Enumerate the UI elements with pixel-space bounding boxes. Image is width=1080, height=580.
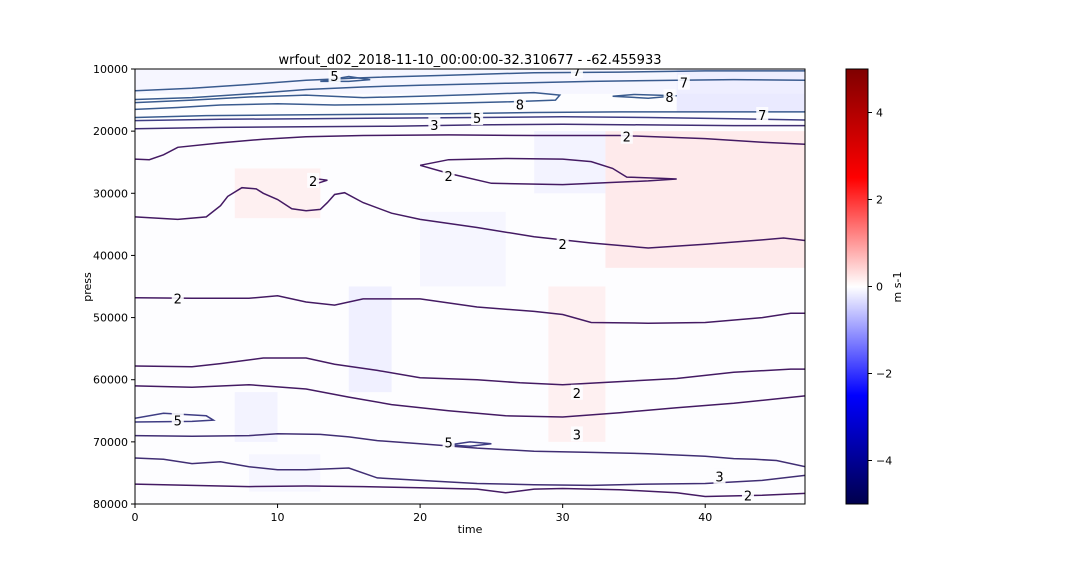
contour-label-12: 2 — [174, 292, 182, 307]
y-tick-label-3: 40000 — [93, 249, 128, 262]
contour-label-bg-4 — [513, 96, 526, 112]
contour-label-bg-15 — [570, 426, 583, 442]
contour-label-bg-1 — [328, 69, 341, 83]
contour-label-bg-6 — [471, 110, 484, 126]
contour-label-18: 2 — [744, 489, 752, 504]
y-tick-label-5: 60000 — [93, 374, 128, 387]
contour-label-0: 7 — [573, 65, 581, 80]
contour-label-bg-16 — [442, 434, 455, 450]
contour-line-1 — [135, 78, 805, 101]
contour-label-bg-7 — [428, 116, 441, 132]
contour-label-16: 5 — [444, 436, 452, 451]
contour-label-5: 7 — [758, 109, 766, 124]
heatmap-layer — [135, 69, 805, 492]
colorbar — [845, 68, 869, 505]
x-tick-label-3: 30 — [556, 511, 570, 524]
y-tick-label-0: 10000 — [93, 63, 128, 76]
contour-label-bg-17 — [713, 468, 726, 484]
contour-line-9 — [419, 157, 677, 186]
contour-line-16 — [135, 433, 805, 468]
contour-label-bg-10 — [307, 172, 320, 188]
x-tick-label-4: 40 — [698, 511, 712, 524]
colorbar-label: m s-1 — [891, 272, 904, 303]
y-tick-label-7: 80000 — [93, 498, 128, 511]
x-axis: 0 10 20 30 40 — [132, 504, 712, 524]
contour-label-bg-2 — [677, 74, 690, 90]
contour-label-2: 7 — [680, 77, 688, 92]
contour-line-11 — [135, 186, 805, 249]
contour-line-14 — [135, 383, 805, 418]
contour-label-bg-3 — [663, 88, 676, 104]
contour-label-3: 8 — [665, 91, 673, 106]
contour-label-7: 3 — [430, 119, 438, 134]
colorbar-tick-label-0: 4 — [876, 107, 883, 120]
heatmap-cell-2 — [548, 286, 606, 442]
contour-label-6: 5 — [473, 112, 481, 127]
plot-frame — [134, 68, 806, 505]
contour-line-2 — [135, 91, 562, 111]
y-tick-label-2: 30000 — [93, 187, 128, 200]
contour-line-17 — [448, 441, 492, 447]
heatmap-cell-5 — [348, 286, 392, 393]
contour-label-11: 2 — [559, 238, 567, 253]
heatmap-cell-9 — [135, 69, 805, 94]
colorbar-tick-label-1: 2 — [876, 194, 883, 207]
contour-line-3 — [612, 93, 677, 99]
contour-label-bg-5 — [756, 106, 769, 122]
contour-line-8 — [135, 134, 805, 161]
y-tick-label-1: 20000 — [93, 125, 128, 138]
chart-title: wrfout_d02_2018-11-10_00:00:00-32.310677… — [278, 53, 661, 68]
contour-line-5 — [135, 111, 805, 119]
heatmap-cell-6 — [420, 211, 506, 287]
contour-line-13 — [135, 357, 805, 386]
x-tick-label-0: 0 — [132, 511, 139, 524]
contour-line-12 — [135, 295, 805, 324]
y-axis-label: press — [81, 272, 94, 302]
contour-label-10: 2 — [309, 175, 317, 190]
contour-label-bg-12 — [171, 290, 184, 306]
contour-line-18 — [135, 457, 805, 487]
contour-label-bg-0 — [570, 69, 583, 78]
colorbar-tick-label-2: 0 — [876, 281, 883, 294]
x-tick-label-1: 10 — [271, 511, 285, 524]
contour-label-bg-13 — [570, 384, 583, 400]
contour-label-17: 3 — [715, 471, 723, 486]
heatmap-cell-1 — [605, 131, 805, 268]
colorbar-ticks: 4 2 0 −2 −4 — [868, 107, 892, 468]
contour-label-13: 2 — [573, 387, 581, 402]
contour-label-bg-8 — [620, 128, 633, 144]
contour-label-9: 2 — [444, 170, 452, 185]
y-axis: 10000 20000 30000 40000 50000 60000 70000 80000 — [93, 63, 135, 511]
contour-label-bg-18 — [741, 487, 754, 503]
x-axis-label: time — [458, 523, 483, 536]
contour-line-19 — [135, 483, 805, 498]
contour-label-bg-14 — [171, 412, 184, 428]
contour-label-1: 5 — [330, 70, 338, 85]
contour-line-0 — [135, 70, 805, 92]
heatmap-cell-0 — [234, 168, 321, 219]
contour-label-bg-11 — [556, 236, 569, 252]
colorbar-tick-label-4: −4 — [876, 455, 892, 468]
contour-label-bg-9 — [442, 167, 455, 183]
contour-label-4: 8 — [516, 98, 524, 113]
colorbar-tick-label-3: −2 — [876, 368, 892, 381]
y-tick-label-4: 50000 — [93, 312, 128, 325]
y-tick-label-6: 70000 — [93, 436, 128, 449]
contour-label-15: 3 — [573, 428, 581, 443]
contour-label-14: 5 — [174, 415, 182, 430]
contour-label-8: 2 — [623, 131, 631, 146]
x-tick-label-2: 20 — [413, 511, 427, 524]
